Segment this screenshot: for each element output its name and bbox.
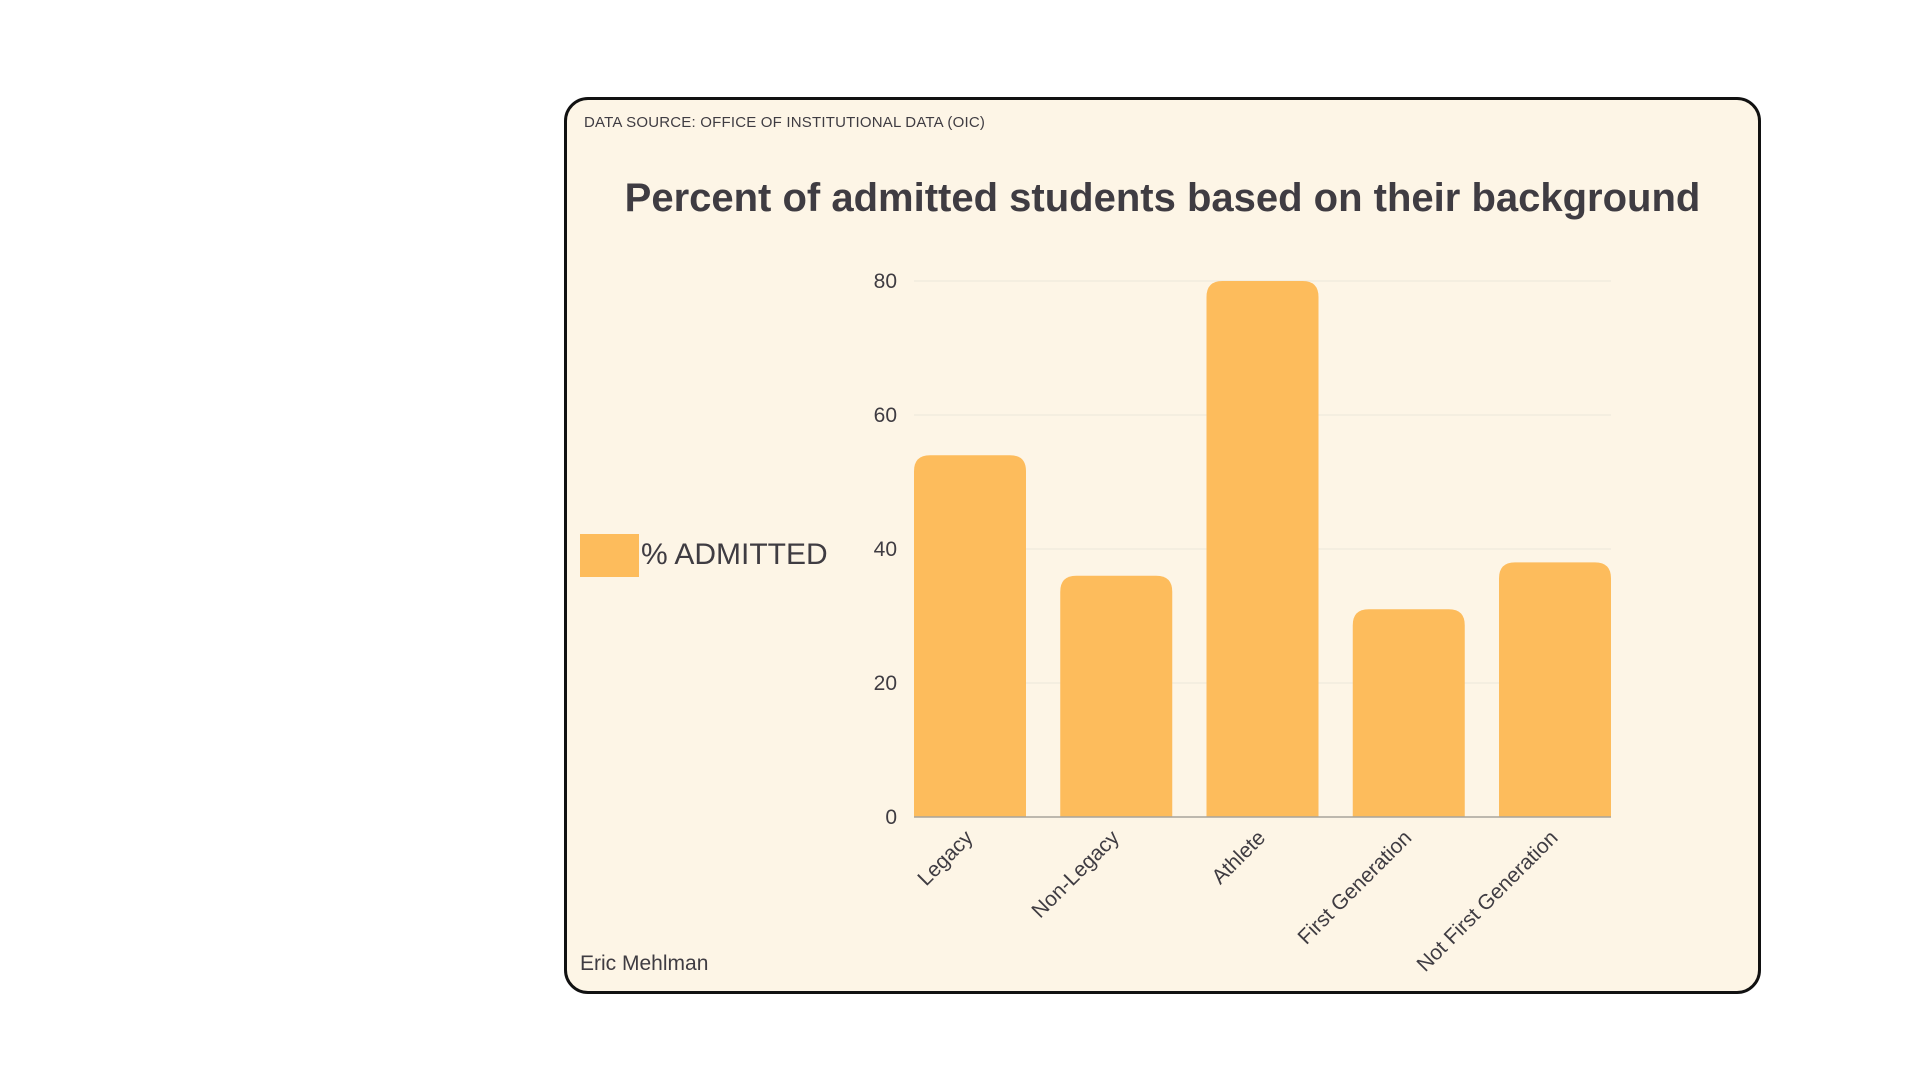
y-tick-label: 40	[874, 538, 897, 561]
legend: % ADMITTED	[580, 533, 828, 577]
bar-athlete	[1206, 281, 1319, 817]
y-tick-label: 20	[874, 672, 897, 695]
x-tick-label: Not First Generation	[1413, 826, 1563, 976]
x-tick-label: Athlete	[1208, 826, 1271, 889]
bar-plot: 0 20 40 60 80 Legacy Non-Legacy Athlete First Ge…	[874, 270, 1611, 976]
bar-legacy	[914, 455, 1026, 817]
chart-card: DATA SOURCE: OFFICE OF INSTITUTIONAL DAT…	[564, 97, 1761, 994]
legend-label: % ADMITTED	[641, 538, 828, 571]
author-credit: Eric Mehlman	[580, 952, 709, 975]
y-tick-label: 0	[885, 806, 897, 829]
x-tick-label: Legacy	[913, 826, 978, 891]
x-tick-label: First Generation	[1294, 826, 1417, 949]
bar-first-generation	[1352, 609, 1465, 817]
bar-not-first-generation	[1499, 562, 1611, 817]
legend-swatch	[580, 533, 639, 577]
chart-title: Percent of admitted students based on th…	[624, 176, 1701, 220]
y-tick-label: 60	[874, 404, 897, 427]
y-tick-label: 80	[874, 270, 897, 293]
bar-non-legacy	[1060, 575, 1173, 817]
x-tick-label: Non-Legacy	[1027, 826, 1124, 923]
data-source-note: DATA SOURCE: OFFICE OF INSTITUTIONAL DAT…	[584, 114, 986, 131]
